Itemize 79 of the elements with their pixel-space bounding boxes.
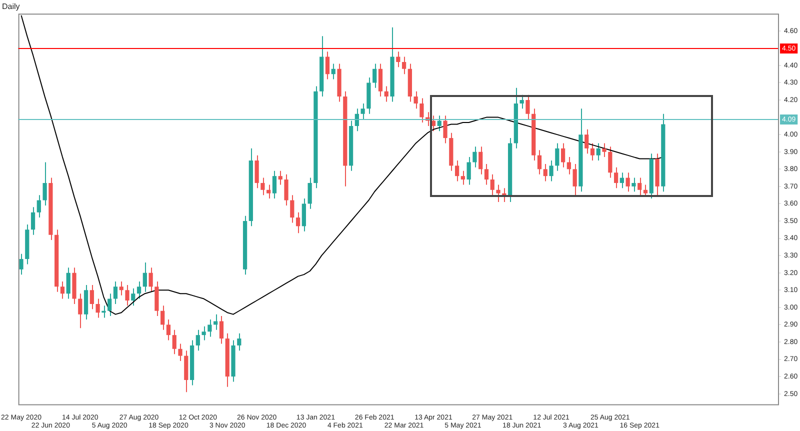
candlestick (490, 174, 494, 196)
candlestick (266, 184, 271, 200)
candlestick (125, 284, 130, 306)
candlestick (166, 319, 171, 341)
candlestick (608, 146, 612, 178)
candlestick (443, 115, 448, 144)
candlestick (208, 319, 212, 338)
candlestick (148, 267, 153, 292)
candlestick (219, 316, 224, 344)
candlestick (437, 115, 442, 132)
candlestick (119, 280, 124, 296)
candlestick (590, 142, 595, 162)
candlestick (136, 280, 142, 300)
candlestick (60, 280, 65, 300)
candlestick (113, 280, 118, 304)
candlestick (596, 142, 600, 162)
candlestick (360, 102, 365, 120)
candlestick (308, 177, 312, 210)
candlestick (526, 94, 530, 120)
candlestick (560, 142, 566, 168)
candlestick (543, 163, 548, 182)
candlestick (36, 194, 41, 218)
candlestick (402, 56, 406, 75)
candlestick (260, 177, 265, 196)
candlestick (372, 63, 377, 88)
candlestick (454, 160, 460, 182)
candlestick (584, 128, 589, 154)
candlestick (555, 142, 560, 172)
candlestick (108, 293, 112, 317)
candlestick (378, 63, 383, 98)
candlestick (278, 170, 282, 186)
candlestick (19, 253, 24, 276)
candlestick (160, 305, 165, 330)
chart-title: Daily (2, 2, 20, 12)
candlestick (566, 156, 571, 175)
candlestick (202, 326, 206, 341)
candlestick (478, 146, 483, 175)
candlestick (102, 305, 106, 318)
candlestick (42, 162, 47, 206)
candlestick (414, 90, 418, 110)
candlestick (396, 51, 400, 68)
candlestick (90, 284, 94, 310)
candlestick (284, 174, 288, 206)
candlestick (572, 163, 577, 198)
candlestick (626, 172, 630, 192)
candlestick (214, 314, 218, 330)
candlestick (520, 94, 524, 110)
candlestick (78, 293, 82, 329)
candlestick (325, 51, 330, 80)
candlestick (384, 86, 388, 102)
candlestick (66, 267, 70, 300)
candlestick (196, 329, 200, 352)
candlestick (496, 184, 500, 202)
candlestick (472, 146, 477, 168)
candlestick (96, 298, 100, 318)
candlestick (620, 172, 624, 189)
candlestick (420, 98, 424, 123)
candlestick (131, 288, 136, 306)
candlestick (296, 212, 300, 234)
candlestick (460, 170, 465, 186)
candlestick (254, 154, 259, 189)
candlestick (178, 343, 182, 362)
candlestick (302, 198, 306, 232)
candlestick (602, 142, 606, 158)
candlestick (331, 63, 336, 80)
candlestick (290, 194, 294, 224)
candlestick (549, 160, 554, 182)
candlestick (172, 329, 176, 355)
candlestick (614, 166, 618, 189)
candlestick (142, 262, 147, 292)
candlestick (466, 156, 471, 186)
candlestick (638, 177, 642, 196)
candlestick (632, 177, 636, 192)
candlestick (484, 163, 489, 186)
candlestick (272, 170, 277, 200)
candlestick (237, 332, 242, 352)
candlestick (30, 206, 36, 236)
candlestick (537, 150, 542, 175)
candlestick (643, 184, 648, 198)
